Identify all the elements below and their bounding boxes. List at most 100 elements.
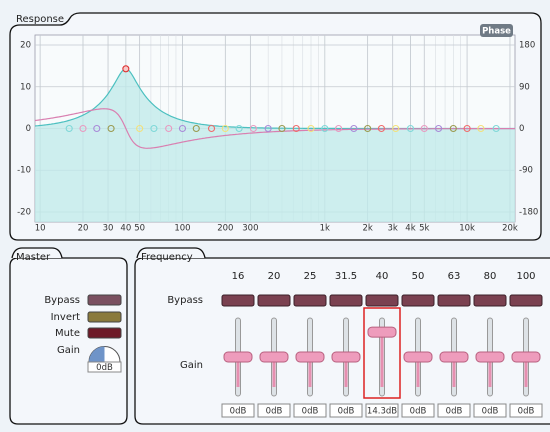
band-bypass-button[interactable] [437, 294, 471, 307]
band-frequency: 40 [376, 271, 389, 282]
band-gain-value: 0dB [410, 407, 427, 417]
phase-button[interactable] [480, 24, 513, 37]
band-slider-fill [416, 357, 420, 387]
band-marker[interactable] [392, 124, 400, 133]
band-selected-frame [363, 307, 401, 399]
band-gain-box [293, 403, 327, 418]
band-marker[interactable] [278, 124, 286, 133]
phase-button-label[interactable]: Phase [482, 27, 511, 37]
band-marker[interactable] [420, 124, 428, 133]
band-marker[interactable] [178, 124, 187, 133]
band-gain-value: 0dB [230, 407, 247, 417]
band-marker[interactable] [350, 124, 358, 133]
band-marker[interactable] [165, 124, 173, 133]
master-mute-label: Mute [55, 328, 80, 339]
master-invert-button[interactable] [87, 311, 122, 323]
band-gain-box [509, 403, 543, 418]
band-slider-fill [272, 357, 276, 387]
band-gain-box [329, 403, 363, 418]
band-marker[interactable] [150, 124, 158, 133]
band-bypass-button[interactable] [473, 294, 507, 307]
band-marker[interactable] [292, 124, 300, 133]
master-bypass-button[interactable] [87, 294, 122, 306]
y-tick-label: 20 [20, 41, 31, 51]
band-bypass-button[interactable] [509, 294, 543, 307]
band-gain-box [437, 403, 471, 418]
band-marker[interactable] [93, 124, 101, 133]
y2-tick-label: -90 [519, 166, 533, 176]
x-tick-label: 10 [35, 224, 46, 234]
band-marker[interactable] [221, 124, 229, 133]
band-slider-knob[interactable] [475, 351, 505, 363]
band-slider-knob[interactable] [367, 326, 397, 338]
x-tick-label: 5k [419, 224, 429, 234]
band-marker[interactable] [192, 124, 200, 133]
y2-tick-label: -180 [519, 207, 538, 217]
y-tick-label: -20 [17, 207, 31, 217]
master-panel [9, 257, 128, 425]
frequency-bypass-label: Bypass [167, 295, 203, 306]
band-slider-knob[interactable] [439, 351, 469, 363]
y2-tick-label: 0 [519, 124, 524, 134]
band-marker[interactable] [449, 124, 457, 133]
band-marker[interactable] [79, 124, 87, 133]
band-marker[interactable] [463, 124, 471, 133]
x-tick-label: 50 [134, 224, 145, 234]
y-tick-label: 10 [20, 82, 31, 92]
band-gain-box [473, 403, 507, 418]
band-gain-box [365, 403, 399, 418]
master-bypass-label: Bypass [44, 295, 80, 306]
band-marker[interactable] [435, 124, 443, 133]
band-gain-value: 0dB [446, 407, 463, 417]
band-bypass-button[interactable] [329, 294, 363, 307]
frequency-title: Frequency [141, 252, 193, 263]
band-slider-knob[interactable] [331, 351, 361, 363]
x-tick-label: 20 [78, 224, 89, 234]
x-tick-label: 4k [405, 224, 415, 234]
phase-curve [35, 108, 515, 149]
x-tick-label: 2k [362, 224, 372, 234]
x-tick-label: 300 [242, 224, 258, 234]
magnitude-area [35, 68, 515, 222]
band-slider-knob[interactable] [403, 351, 433, 363]
band-bypass-button[interactable] [365, 294, 399, 307]
band-frequency: 100 [516, 271, 535, 282]
band-marker[interactable] [65, 124, 73, 133]
band-marker[interactable] [377, 124, 385, 133]
x-tick-label: 100 [174, 224, 190, 234]
band-frequency: 80 [484, 271, 497, 282]
band-marker[interactable] [264, 124, 272, 133]
band-marker[interactable] [492, 124, 500, 133]
band-slider-fill [524, 357, 528, 387]
band-marker[interactable] [364, 124, 372, 133]
x-tick-label: 30 [103, 224, 114, 234]
x-tick-label: 10k [459, 224, 475, 234]
x-tick-label: 40 [120, 224, 131, 234]
band-marker[interactable] [107, 124, 115, 133]
y-tick-label: -10 [17, 166, 31, 176]
band-marker[interactable] [235, 124, 243, 133]
band-marker[interactable] [122, 65, 130, 73]
band-slider-knob[interactable] [259, 351, 289, 363]
band-bypass-button[interactable] [221, 294, 255, 307]
band-marker[interactable] [406, 124, 415, 133]
band-marker[interactable] [249, 124, 257, 133]
band-marker[interactable] [136, 124, 144, 133]
band-marker[interactable] [207, 124, 216, 133]
band-marker[interactable] [307, 124, 315, 133]
band-gain-box [221, 403, 255, 418]
band-bypass-button[interactable] [293, 294, 327, 307]
band-slider-knob[interactable] [511, 351, 541, 363]
band-marker[interactable] [335, 124, 343, 133]
band-bypass-button[interactable] [401, 294, 435, 307]
band-slider-fill [488, 357, 492, 387]
band-bypass-button[interactable] [257, 294, 291, 307]
band-gain-value: 14.3dB [367, 407, 397, 417]
band-marker[interactable] [477, 124, 485, 133]
band-slider-knob[interactable] [223, 351, 253, 363]
master-mute-button[interactable] [87, 327, 122, 339]
band-frequency: 31.5 [335, 271, 357, 282]
master-tab [11, 247, 63, 259]
band-slider-knob[interactable] [295, 351, 325, 363]
band-marker[interactable] [321, 124, 329, 133]
